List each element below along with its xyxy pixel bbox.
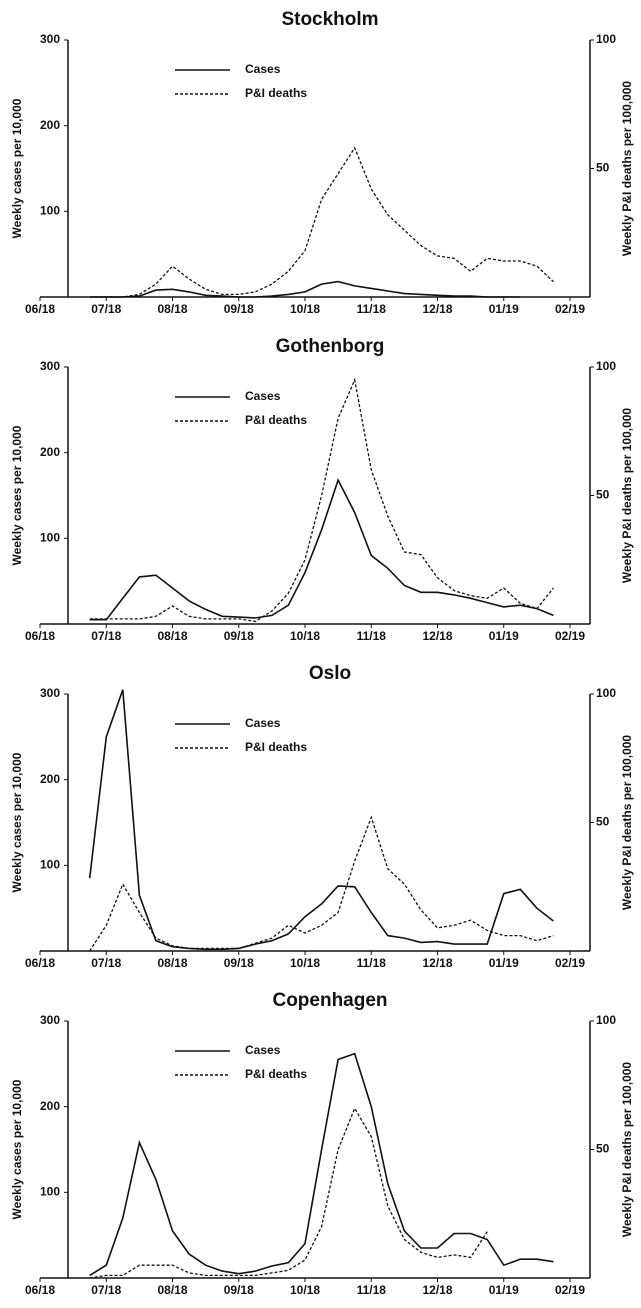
x-tick-label: 12/18	[422, 1283, 452, 1297]
y2-axis-label: Weekly P&I deaths per 100,000	[620, 1062, 634, 1238]
y2-tick-label: 100	[596, 359, 616, 373]
x-tick-label: 08/18	[157, 1283, 187, 1297]
y2-tick-label: 100	[596, 686, 616, 700]
chart-title: Oslo	[309, 663, 351, 684]
y-tick-label: 300	[40, 359, 60, 373]
y-tick-label: 300	[40, 1013, 60, 1027]
series-line	[89, 815, 554, 952]
y-tick-label: 200	[40, 1099, 60, 1113]
chart-title: Stockholm	[281, 9, 378, 30]
x-tick-label: 06/18	[25, 1283, 55, 1297]
x-tick-label: 07/18	[91, 956, 121, 970]
x-tick-label: 06/18	[25, 956, 55, 970]
y-tick-label: 100	[40, 858, 60, 872]
legend-label: Cases	[245, 62, 281, 76]
series-line	[89, 478, 554, 621]
y-axis-label: Weekly cases per 10,000	[10, 425, 24, 565]
y-tick-label: 100	[40, 1185, 60, 1199]
y-axis-label: Weekly cases per 10,000	[10, 1079, 24, 1219]
x-tick-label: 12/18	[422, 302, 452, 316]
y-tick-label: 100	[40, 204, 60, 218]
x-tick-label: 02/19	[555, 956, 585, 970]
x-tick-label: 01/19	[489, 1283, 519, 1297]
x-tick-label: 12/18	[422, 956, 452, 970]
y2-axis-label: Weekly P&I deaths per 100,000	[620, 735, 634, 911]
y-tick-label: 100	[40, 531, 60, 545]
y2-tick-label: 50	[596, 161, 610, 175]
x-tick-label: 10/18	[290, 1283, 320, 1297]
y2-tick-label: 50	[596, 815, 610, 829]
series-line	[89, 1106, 488, 1279]
y-tick-label: 200	[40, 772, 60, 786]
y-axis-label: Weekly cases per 10,000	[10, 98, 24, 238]
legend-label: P&I deaths	[245, 413, 307, 427]
series-line	[89, 280, 521, 298]
legend-label: P&I deaths	[245, 740, 307, 754]
legend-label: Cases	[245, 389, 281, 403]
y-axis-label: Weekly cases per 10,000	[10, 752, 24, 892]
x-tick-label: 06/18	[25, 302, 55, 316]
x-tick-label: 10/18	[290, 629, 320, 643]
y2-tick-label: 100	[596, 1013, 616, 1027]
x-tick-label: 11/18	[357, 302, 387, 316]
y-tick-label: 300	[40, 686, 60, 700]
x-tick-label: 09/18	[224, 956, 254, 970]
x-tick-label: 12/18	[422, 629, 452, 643]
x-tick-label: 11/18	[357, 956, 387, 970]
x-tick-label: 01/19	[489, 302, 519, 316]
y2-axis-label: Weekly P&I deaths per 100,000	[620, 408, 634, 584]
y2-tick-label: 50	[596, 488, 610, 502]
legend-label: P&I deaths	[245, 86, 307, 100]
legend-label: P&I deaths	[245, 1067, 307, 1081]
series-line	[89, 1052, 554, 1277]
x-tick-label: 06/18	[25, 629, 55, 643]
x-tick-label: 07/18	[91, 1283, 121, 1297]
y2-axis-label: Weekly P&I deaths per 100,000	[620, 81, 634, 257]
x-tick-label: 11/18	[357, 629, 387, 643]
y2-tick-label: 50	[596, 1142, 610, 1156]
y-tick-label: 300	[40, 32, 60, 46]
x-tick-label: 07/18	[91, 302, 121, 316]
x-tick-label: 02/19	[555, 1283, 585, 1297]
chart-title: Gothenborg	[276, 336, 385, 357]
series-line	[88, 689, 554, 951]
x-tick-label: 01/19	[489, 956, 519, 970]
x-tick-label: 08/18	[157, 629, 187, 643]
legend-label: Cases	[245, 1043, 281, 1057]
y-tick-label: 200	[40, 445, 60, 459]
x-tick-label: 07/18	[91, 629, 121, 643]
x-tick-label: 01/19	[489, 629, 519, 643]
y2-tick-label: 100	[596, 32, 616, 46]
x-tick-label: 09/18	[224, 629, 254, 643]
x-tick-label: 10/18	[290, 956, 320, 970]
x-tick-label: 11/18	[357, 1283, 387, 1297]
chart-title: Copenhagen	[272, 990, 387, 1011]
legend-label: Cases	[245, 716, 281, 730]
x-tick-label: 10/18	[290, 302, 320, 316]
x-tick-label: 02/19	[555, 629, 585, 643]
x-tick-label: 09/18	[224, 302, 254, 316]
x-tick-label: 08/18	[157, 956, 187, 970]
series-line	[89, 146, 554, 298]
x-tick-label: 02/19	[555, 302, 585, 316]
series-line	[89, 377, 554, 623]
x-tick-label: 09/18	[224, 1283, 254, 1297]
x-tick-label: 08/18	[157, 302, 187, 316]
y-tick-label: 200	[40, 118, 60, 132]
